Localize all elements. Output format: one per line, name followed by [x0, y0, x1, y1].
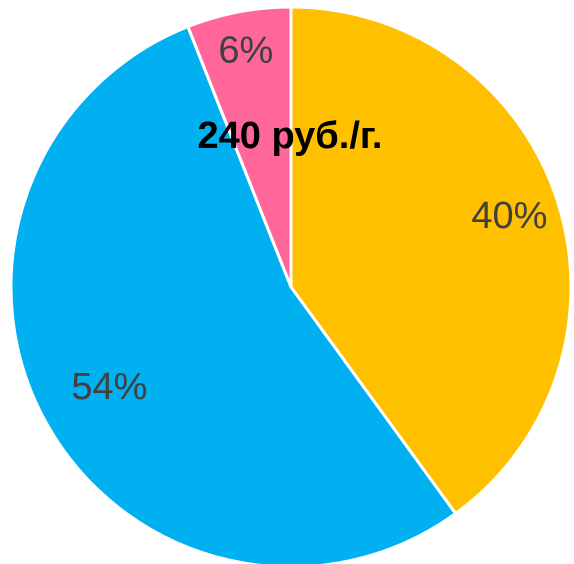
pie-slices [9, 5, 573, 564]
pie-slice-label-3: 6% [218, 29, 273, 71]
chart-title: 240 руб./г. [198, 115, 383, 157]
pie-slice-label-1: 40% [471, 195, 547, 237]
pie-labels: 40% 54% 6% [71, 29, 547, 407]
pie-slice-3 [186, 5, 293, 289]
pie-slice-2 [9, 25, 458, 564]
pie-slice-1 [289, 5, 573, 516]
pie-slice-label-2: 54% [71, 366, 147, 408]
